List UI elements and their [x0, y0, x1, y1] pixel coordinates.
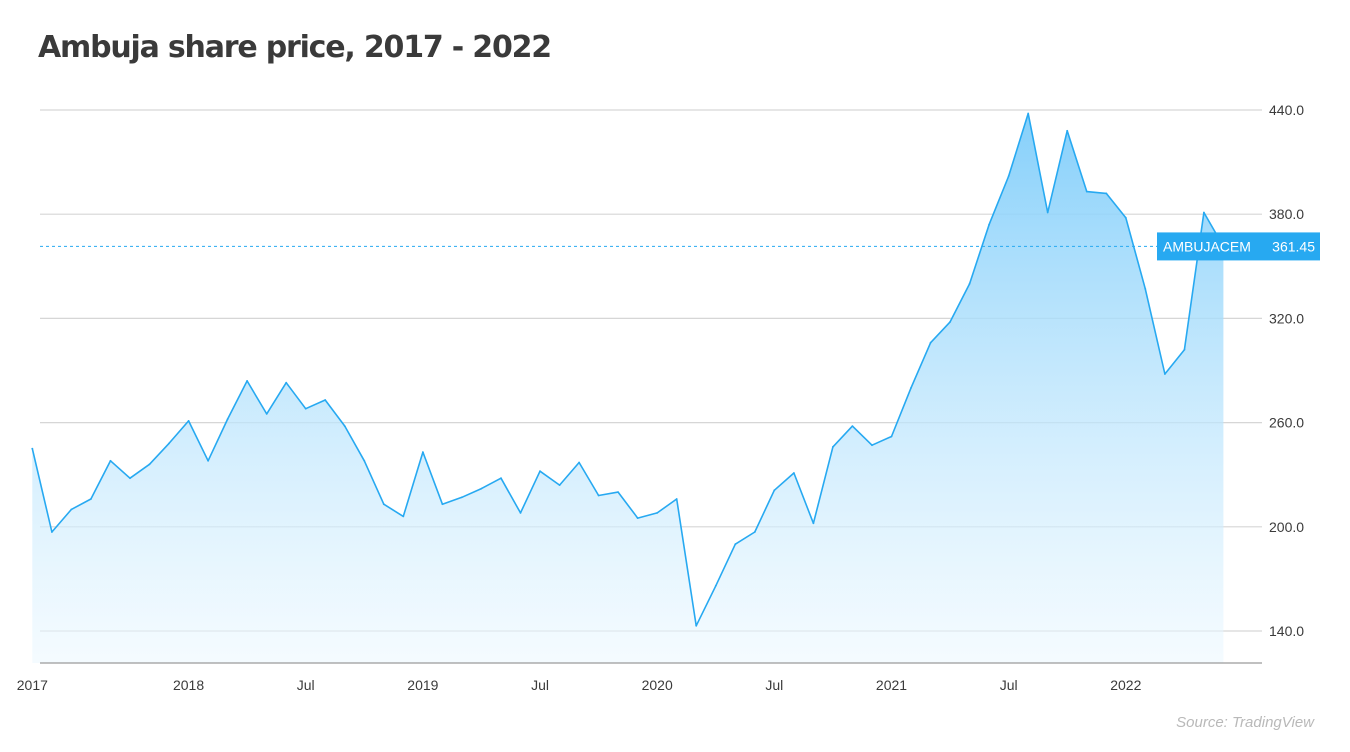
price-point [461, 496, 463, 499]
x-tick-label: 2022 [1110, 677, 1141, 693]
price-point [168, 442, 170, 445]
price-point [246, 380, 249, 382]
price-point [480, 487, 483, 490]
price-point [558, 484, 561, 486]
price-point [519, 512, 522, 514]
last-price-badge-bg [1157, 232, 1320, 261]
price-point [265, 413, 268, 415]
y-tick-label: 200.0 [1269, 519, 1304, 535]
price-point [793, 472, 795, 474]
price-point [949, 321, 951, 323]
price-point [714, 584, 717, 587]
price-point [441, 503, 444, 506]
y-axis: 440.0 380.0 320.0 260.0 200.0 140.0 [1269, 102, 1304, 639]
x-axis: 2017 2018 Jul 2019 Jul 2020 Jul 2021 Jul 2022 [17, 662, 1262, 693]
price-point [1105, 192, 1108, 195]
price-area-fill [32, 113, 1224, 663]
price-point [1164, 373, 1166, 375]
price-line [31, 112, 1225, 627]
y-tick-label: 320.0 [1269, 310, 1304, 326]
price-point [70, 508, 73, 511]
price-point [695, 624, 698, 627]
y-tick-label: 140.0 [1269, 623, 1304, 639]
price-point [148, 463, 151, 466]
price-point [324, 399, 327, 401]
price-area [31, 112, 1225, 663]
price-point [539, 470, 541, 473]
price-point [812, 522, 815, 525]
price-point [871, 444, 873, 447]
price-point [1066, 129, 1069, 132]
x-tick-label: 2017 [17, 677, 48, 693]
chart-title: Ambuja share price, 2017 - 2022 [38, 30, 552, 65]
x-tick-label: 2021 [876, 677, 907, 693]
price-point [656, 512, 659, 514]
y-tick-label: 260.0 [1269, 415, 1304, 431]
price-point [851, 425, 854, 427]
price-point [31, 447, 34, 450]
price-point [129, 477, 131, 480]
price-point [968, 282, 971, 285]
price-point [1144, 288, 1147, 290]
last-price-value: 361.45 [1272, 238, 1315, 254]
x-tick-label: Jul [297, 677, 315, 693]
price-point [773, 489, 776, 492]
price-point [500, 477, 502, 480]
price-point [1124, 216, 1127, 219]
x-tick-label: 2018 [173, 677, 204, 693]
x-tick-label: Jul [765, 677, 783, 693]
x-tick-label: Jul [1000, 677, 1018, 693]
price-point [1085, 190, 1088, 193]
price-point [929, 341, 932, 344]
price-point [343, 425, 346, 427]
last-price-badge: AMBUJACEM 361.45 [1157, 232, 1320, 261]
price-point [910, 387, 912, 389]
price-point [1027, 112, 1030, 115]
x-tick-label: 2019 [407, 677, 438, 693]
price-point [636, 517, 639, 519]
price-point [1183, 348, 1186, 351]
price-point [753, 531, 756, 533]
price-point [402, 515, 405, 518]
price-point [1007, 175, 1010, 177]
price-point [597, 494, 600, 497]
price-point [422, 451, 424, 453]
price-point [617, 491, 619, 493]
price-point [988, 223, 990, 226]
price-point [285, 381, 288, 384]
price-point [1203, 211, 1205, 214]
price-point [734, 543, 737, 546]
price-point [109, 459, 112, 462]
price-point [675, 498, 678, 500]
last-price-symbol: AMBUJACEM [1163, 238, 1251, 254]
price-point [226, 418, 229, 420]
price-point [382, 503, 385, 506]
y-tick-label: 440.0 [1269, 102, 1304, 118]
source-note: Source: TradingView [1176, 714, 1314, 731]
price-point [363, 459, 366, 462]
price-point [578, 461, 580, 464]
x-tick-label: 2020 [642, 677, 673, 693]
price-point [304, 407, 307, 410]
x-tick-label: Jul [531, 677, 549, 693]
price-point [832, 446, 834, 448]
price-point [890, 435, 893, 438]
price-point [1046, 211, 1049, 214]
y-tick-label: 380.0 [1269, 206, 1304, 222]
price-point [187, 420, 190, 422]
price-point [51, 531, 53, 533]
price-point [207, 459, 210, 462]
last-price-line: AMBUJACEM 361.45 [40, 232, 1320, 261]
price-point [90, 498, 92, 500]
